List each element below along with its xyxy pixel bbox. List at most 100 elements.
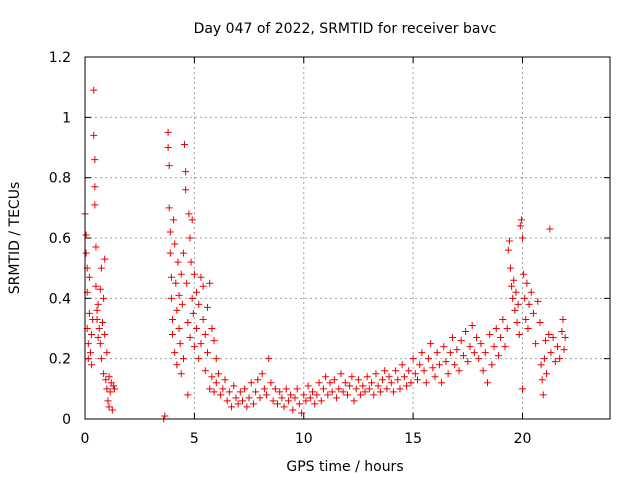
data-point: [352, 385, 360, 393]
data-point: [435, 361, 443, 369]
data-point: [193, 288, 201, 296]
data-point: [210, 337, 218, 345]
data-point: [252, 388, 260, 396]
data-point: [309, 388, 316, 396]
data-point: [166, 228, 174, 236]
data-point: [208, 373, 216, 381]
data-point: [304, 382, 312, 390]
data-point: [267, 379, 275, 387]
data-point: [407, 379, 415, 387]
data-point: [383, 385, 391, 393]
data-point: [322, 373, 330, 381]
data-point: [511, 306, 519, 314]
data-point: [330, 376, 338, 384]
data-point: [350, 397, 358, 405]
data-point: [490, 343, 498, 351]
data-point: [91, 183, 99, 191]
data-point: [464, 358, 472, 366]
data-point: [361, 388, 369, 396]
data-point: [100, 294, 108, 302]
data-point: [111, 385, 119, 393]
data-point: [414, 376, 421, 384]
data-point: [204, 303, 211, 311]
data-point: [254, 376, 262, 384]
data-point: [214, 370, 222, 378]
data-point: [88, 331, 96, 339]
data-point: [543, 370, 551, 378]
data-point: [449, 334, 456, 342]
data-point: [509, 294, 517, 302]
data-point: [195, 355, 203, 363]
data-point: [212, 379, 220, 387]
data-point: [82, 231, 90, 239]
data-point: [481, 349, 489, 357]
data-point: [291, 394, 299, 402]
data-point: [341, 379, 349, 387]
data-point: [389, 388, 397, 396]
data-point: [186, 234, 194, 242]
data-point: [514, 300, 522, 308]
data-point: [560, 346, 568, 354]
data-point: [346, 382, 354, 390]
data-point: [379, 376, 386, 384]
data-point: [241, 385, 249, 393]
data-point: [221, 376, 229, 384]
data-point: [427, 340, 435, 348]
data-point: [422, 379, 430, 387]
data-point: [189, 309, 197, 317]
data-point: [182, 168, 190, 176]
data-point: [486, 331, 494, 339]
data-point: [302, 397, 310, 405]
data-point: [183, 279, 191, 287]
data-point: [171, 349, 179, 357]
data-point: [185, 210, 193, 218]
x-axis-title: GPS time / hours: [286, 459, 403, 475]
data-point: [416, 361, 424, 369]
data-point: [534, 297, 542, 305]
data-point: [101, 255, 109, 263]
data-point: [513, 318, 521, 326]
data-point: [537, 361, 545, 369]
data-point: [169, 315, 176, 323]
data-point: [532, 340, 540, 348]
data-point: [102, 376, 110, 384]
data-point: [174, 258, 182, 266]
data-point: [359, 382, 367, 390]
data-point: [103, 349, 111, 357]
data-point: [287, 391, 295, 399]
data-point: [278, 394, 286, 402]
data-point: [405, 367, 413, 375]
data-point: [199, 282, 207, 290]
data-point: [431, 373, 439, 381]
data-point: [306, 394, 314, 402]
data-point: [344, 391, 351, 399]
data-point: [381, 367, 389, 375]
data-point: [477, 340, 485, 348]
data-point: [105, 403, 113, 411]
x-tick-label: 5: [190, 431, 199, 447]
data-point: [228, 403, 236, 411]
data-point: [269, 397, 277, 405]
data-point: [522, 315, 530, 323]
data-point: [86, 349, 94, 357]
data-point: [93, 306, 101, 314]
data-point: [193, 325, 201, 332]
data-point: [479, 367, 487, 375]
data-point: [179, 249, 187, 257]
data-point: [506, 264, 514, 272]
data-point: [106, 388, 114, 396]
data-point: [161, 412, 169, 420]
y-tick-label: 1: [62, 110, 71, 126]
data-point: [540, 355, 548, 363]
data-point: [559, 315, 567, 323]
data-point: [249, 400, 257, 408]
y-tick-label: 0.4: [49, 291, 71, 307]
data-point: [94, 300, 102, 308]
x-tick-label: 20: [514, 431, 532, 447]
data-point: [363, 373, 371, 381]
data-point: [317, 397, 325, 405]
data-point: [516, 222, 524, 230]
data-point: [515, 331, 523, 339]
data-point: [293, 385, 301, 393]
